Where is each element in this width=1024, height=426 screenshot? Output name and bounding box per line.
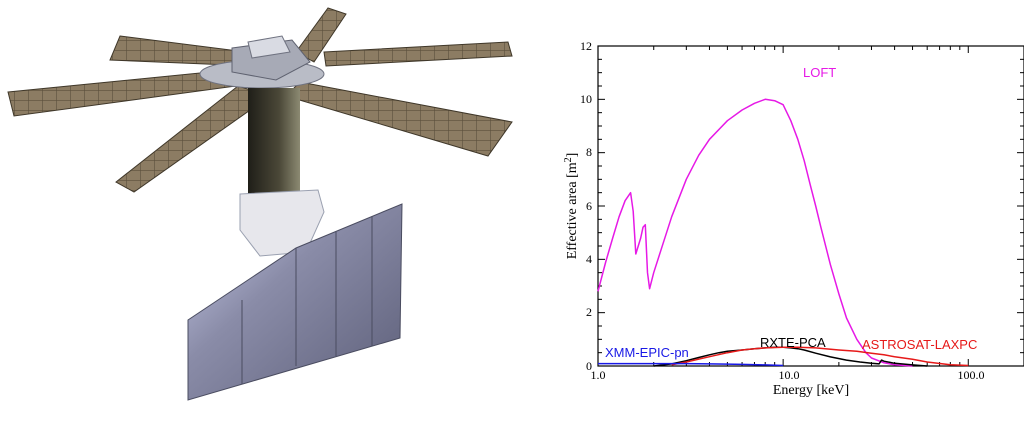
x-tick-label: 1.0 [591,368,606,382]
spacecraft-hub [199,35,325,89]
series-line-xmm-epic-pn [598,362,784,367]
spacecraft-illustration [7,7,513,401]
series-lines [597,98,969,367]
solar-panel-arm [285,81,513,157]
y-tick-label: 10 [580,92,592,106]
y-axis [598,45,1024,367]
plot-frame [597,45,1024,367]
solar-panel-arm [115,85,272,193]
series-label-astrosat-laxpc: ASTROSAT-LAXPC [862,337,977,352]
solar-panel-arm [323,41,513,67]
series-line-loft [597,98,913,367]
deployable-mast [239,88,325,257]
y-tick-label: 6 [586,199,592,213]
y-tick-label: 0 [586,359,592,373]
series-label-xmm-epic-pn: XMM-EPIC-pn [605,345,689,360]
x-axis-title: Energy [keV] [773,383,849,398]
series-label-loft: LOFT [803,65,836,80]
y-tick-label: 8 [586,145,592,159]
series-label-rxte-pca: RXTE-PCA [760,335,826,350]
x-tick-label: 100.0 [958,368,985,382]
y-tick-label: 12 [580,39,592,53]
effective-area-chart: 1.0 10.0 100.0 0 2 4 6 8 10 12 Energy [k… [563,39,1024,398]
y-tick-label: 2 [586,305,592,319]
x-tick-label: 10.0 [779,368,800,382]
solar-panel-arm [295,7,347,63]
y-tick-label: 4 [586,252,592,266]
x-axis [597,46,1024,366]
detector-panel [187,203,403,401]
series-line-astrosat-laxpc [671,346,969,367]
y-axis-title: Effective area [m2] [563,153,580,260]
series-line-rxte-pca [653,346,928,367]
